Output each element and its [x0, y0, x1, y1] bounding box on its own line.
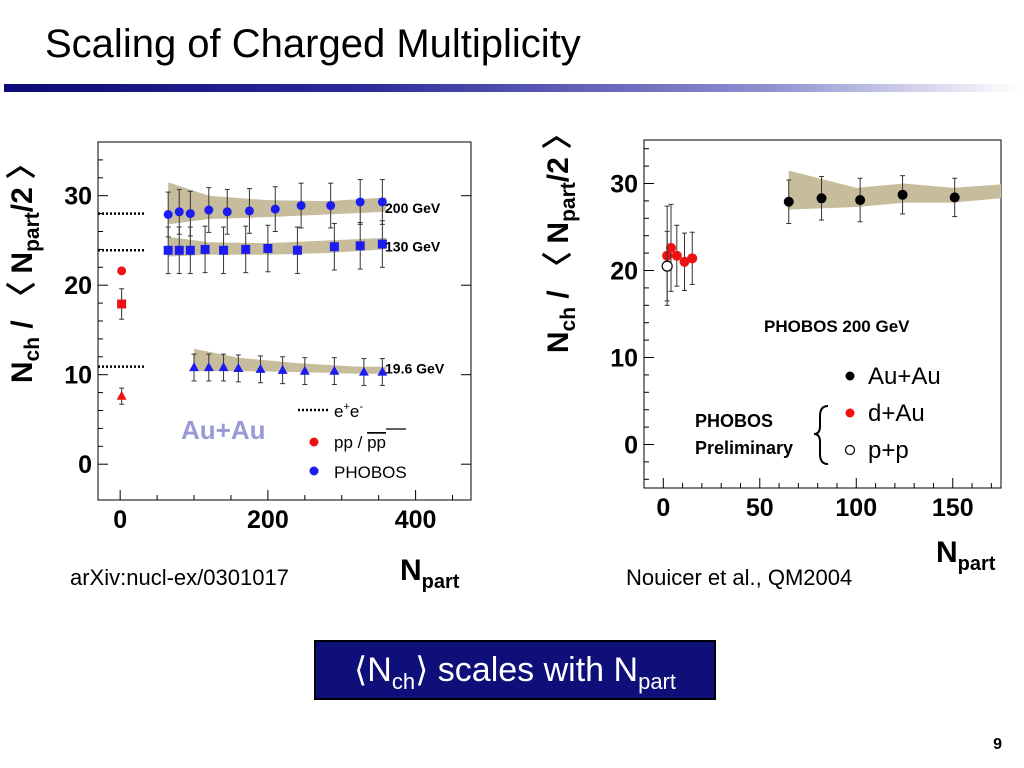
left-band-2 — [194, 348, 387, 374]
right-s0-point-4 — [949, 192, 960, 203]
left-legend-phobos-label: PHOBOS — [334, 463, 407, 482]
left-energy-label-0: 200 GeV — [385, 200, 441, 216]
left-pp-point-0 — [117, 266, 127, 276]
left-s1-point-4 — [219, 245, 229, 255]
right-brace — [813, 405, 829, 465]
left-s0-point-8 — [326, 201, 336, 211]
left-s0-point-5 — [244, 206, 254, 216]
right-s1-point-3 — [679, 256, 690, 267]
left-s1-point-6 — [263, 244, 273, 254]
right-s2-point-0 — [661, 260, 673, 272]
right-s1-point-2 — [671, 250, 682, 261]
right-s0-point-1 — [816, 193, 827, 204]
left-plot-frame — [97, 141, 472, 501]
left-s1-point-0 — [163, 245, 173, 255]
right-legend-swatch-1 — [845, 408, 855, 418]
right-y-axis-title: Nch / 〈 Npart/2 〉 — [542, 119, 580, 353]
left-citation: arXiv:nucl-ex/0301017 — [70, 565, 289, 590]
left-energy-label-2: 19.6 GeV — [385, 360, 445, 376]
left-x-axis-title: Npart — [400, 554, 460, 593]
right-x-tick-label-0: 0 — [656, 494, 670, 522]
right-x-tick-label-2: 100 — [835, 494, 877, 522]
left-s2-point-1 — [203, 362, 214, 372]
right-preliminary-line-2: Preliminary — [695, 438, 793, 458]
left-y-tick-label-0: 0 — [78, 451, 92, 479]
right-preliminary-line-1: PHOBOS — [695, 411, 773, 431]
right-s1-point-4 — [687, 253, 698, 264]
left-s0-point-10 — [377, 197, 387, 207]
right-y-tick-label-3: 30 — [610, 171, 638, 199]
right-x-tick-label-3: 150 — [932, 494, 974, 522]
left-legend-pp-swatch — [309, 437, 319, 447]
left-s1-point-5 — [241, 244, 251, 254]
right-s0-point-2 — [855, 195, 866, 206]
right-legend-swatch-2 — [844, 444, 856, 456]
left-s2-point-4 — [255, 363, 266, 373]
left-y-tick-label-2: 20 — [64, 272, 92, 300]
right-x-axis-title: Npart — [936, 536, 996, 575]
left-y-tick-label-3: 30 — [64, 183, 92, 211]
right-s0-point-3 — [897, 189, 908, 200]
right-legend-swatch-0 — [845, 371, 855, 381]
right-y-tick-label-0: 0 — [624, 432, 638, 460]
left-s2-point-8 — [358, 366, 369, 376]
left-s1-point-10 — [377, 239, 387, 249]
left-s2-point-3 — [233, 363, 244, 373]
left-s2-point-7 — [329, 365, 340, 375]
right-legend-label-0: Au+Au — [868, 363, 941, 390]
callout-ch: ch — [391, 669, 416, 694]
right-annotation: PHOBOS 200 GeV — [764, 317, 910, 336]
left-s1-point-1 — [174, 245, 184, 255]
right-band-0 — [788, 170, 1001, 210]
left-chart: 200 GeV 130 GeV 19.6 GeV 0 10 20 30 0 200 400 Nch … — [6, 141, 472, 593]
callout-open: ⟨N — [354, 651, 392, 689]
slide-title: Scaling of Charged Multiplicity — [45, 22, 581, 66]
left-s1-point-7 — [292, 245, 302, 255]
left-legend-ee-label: e+e- — [334, 401, 363, 421]
left-pp-point-2 — [116, 390, 127, 400]
left-s1-point-2 — [185, 245, 195, 255]
left-legend-pp-label: pp / pp — [334, 433, 386, 452]
left-panel-label: Au+Au — [181, 415, 266, 445]
left-x-tick-label-1: 200 — [247, 506, 289, 534]
left-x-tick-label-2: 400 — [395, 506, 437, 534]
left-s0-point-0 — [163, 209, 173, 219]
left-s2-point-6 — [299, 365, 310, 375]
left-pp-point-1 — [117, 299, 127, 309]
left-y-tick-label-1: 10 — [64, 362, 92, 390]
left-s0-point-9 — [355, 197, 365, 207]
left-band-0 — [168, 182, 387, 225]
page-number: 9 — [993, 736, 1002, 753]
left-s0-point-6 — [270, 204, 280, 214]
right-citation: Nouicer et al., QM2004 — [626, 565, 853, 590]
right-legend-label-1: d+Au — [868, 400, 925, 427]
right-y-tick-label-2: 20 — [610, 258, 638, 286]
left-s2-point-5 — [277, 364, 288, 374]
right-s0-point-0 — [783, 196, 794, 207]
left-s2-point-2 — [218, 362, 229, 372]
right-s1-point-1 — [666, 242, 677, 253]
left-s2-point-9 — [377, 366, 388, 376]
right-x-tick-label-1: 50 — [746, 494, 774, 522]
left-s1-point-8 — [329, 242, 339, 252]
left-s1-point-9 — [355, 241, 365, 251]
left-y-axis-title: Nch / 〈 Npart/2 〉 — [6, 149, 44, 383]
left-s2-point-0 — [189, 362, 199, 372]
left-s0-point-4 — [222, 207, 232, 217]
right-y-tick-label-1: 10 — [610, 345, 638, 373]
left-legend-phobos-swatch — [309, 466, 319, 476]
left-s0-point-7 — [296, 201, 306, 211]
title-rule — [4, 84, 1020, 92]
callout-mid: ⟩ scales with N — [415, 651, 639, 689]
left-energy-label-1: 130 GeV — [385, 239, 441, 255]
left-x-tick-label-0: 0 — [113, 506, 127, 534]
right-legend-label-2: p+p — [868, 437, 909, 464]
left-s0-point-3 — [204, 205, 214, 215]
left-s0-point-2 — [185, 209, 195, 219]
callout-part: part — [638, 669, 676, 694]
left-s0-point-1 — [174, 207, 184, 217]
left-s1-point-3 — [200, 244, 210, 254]
conclusion-callout: ⟨Nch⟩ scales with Npart — [314, 640, 716, 700]
right-chart: 0 10 20 30 0 50 100 150 Nch / 〈 Npart/2 〉 Npart PH… — [542, 119, 1002, 575]
